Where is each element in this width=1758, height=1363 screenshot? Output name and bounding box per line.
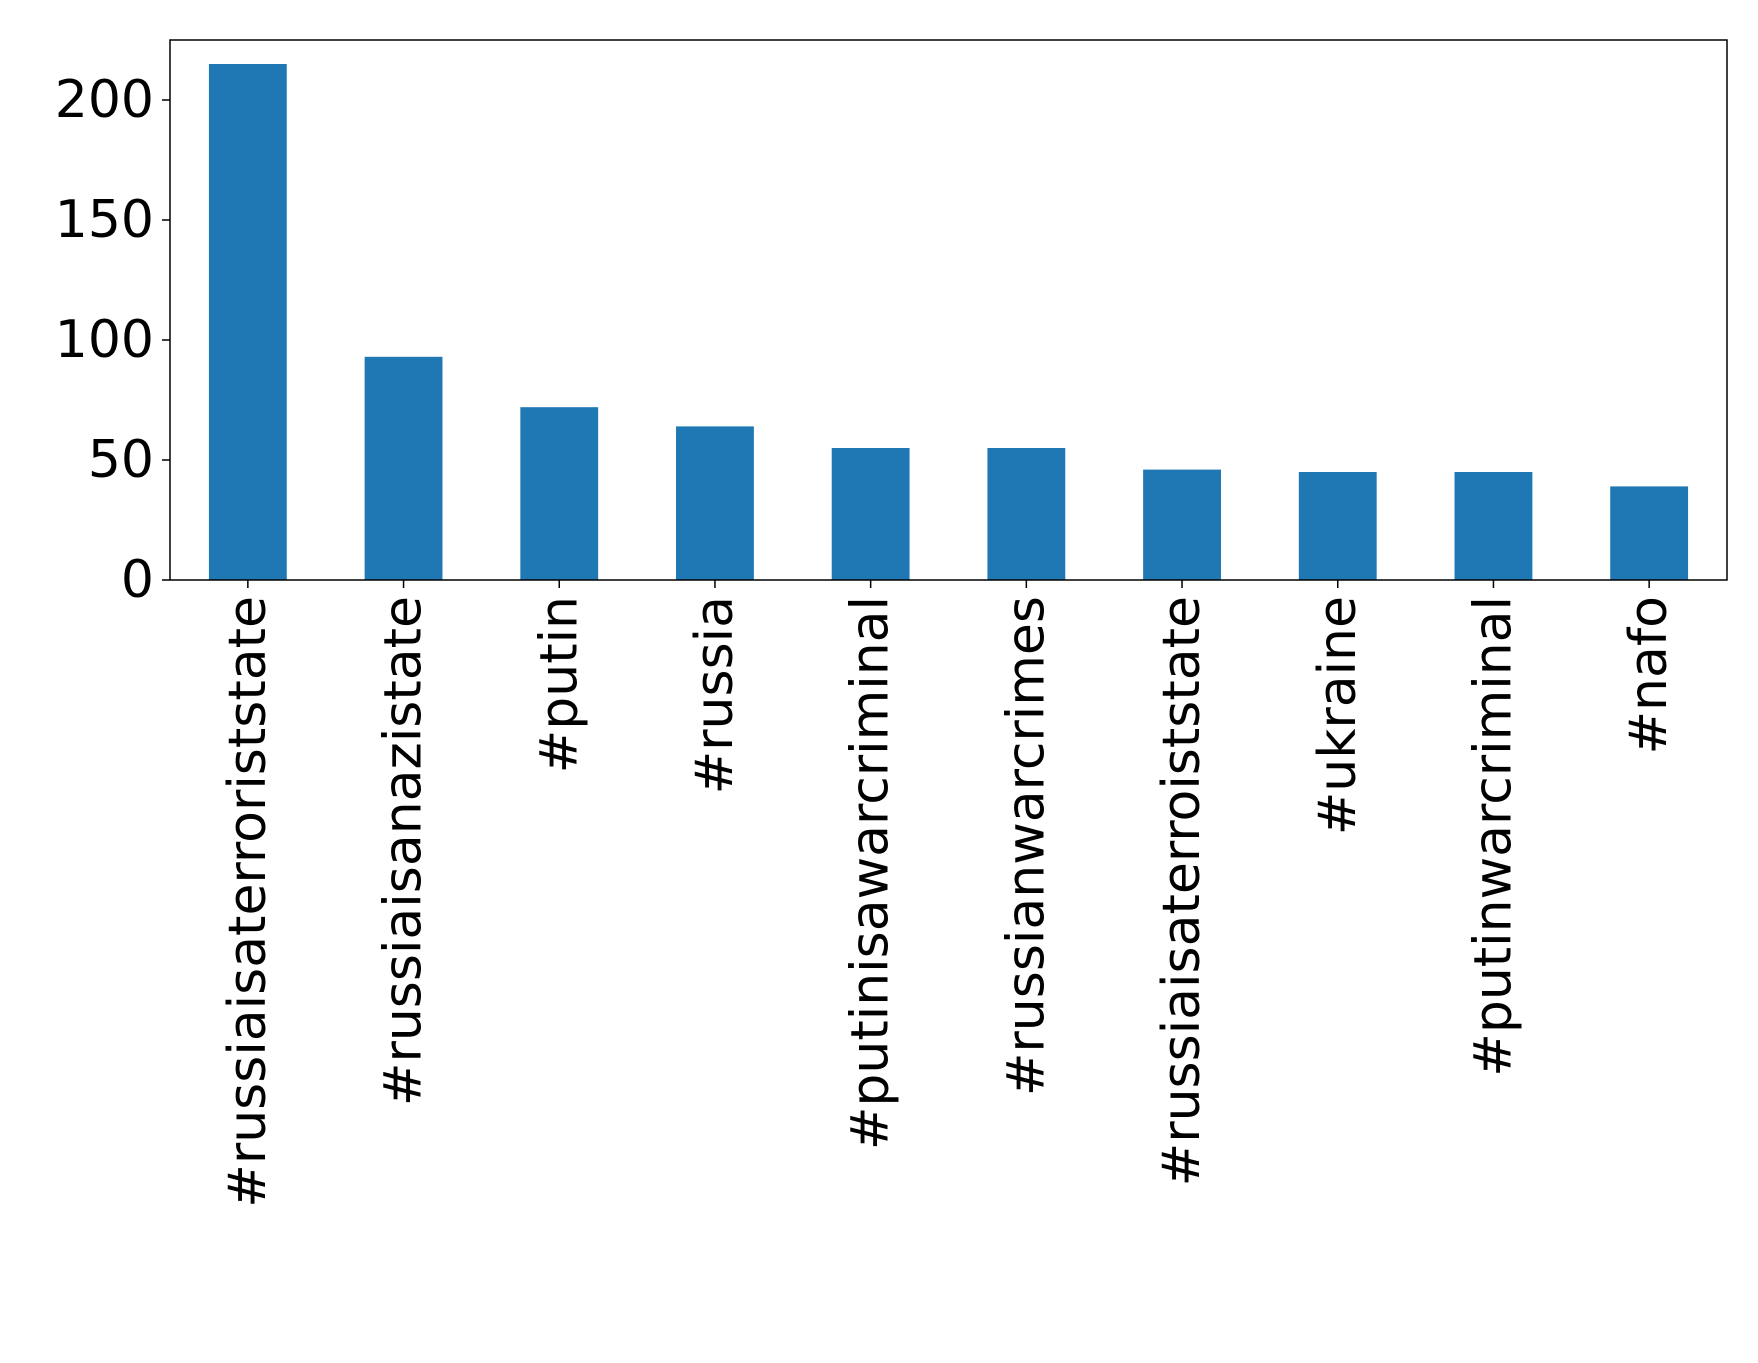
x-tick-label: #nafo xyxy=(1619,596,1679,755)
bar-putinwarcriminal xyxy=(1454,472,1533,580)
bar-russianwarcrimes xyxy=(987,448,1066,580)
bar-russiaisaterroiststate xyxy=(1143,469,1221,580)
x-tick-label: #putinwarcriminal xyxy=(1463,596,1523,1077)
bar-russiaisanazistate xyxy=(364,356,443,580)
x-tick-label: #russianwarcrimes xyxy=(996,596,1056,1096)
x-tick-label: #russiaisaterroiststate xyxy=(1152,596,1212,1186)
bar-nafo xyxy=(1610,486,1689,580)
y-tick-label: 200 xyxy=(55,70,154,130)
y-tick-label: 50 xyxy=(88,430,154,490)
x-tick-label: #putinisawarcriminal xyxy=(841,596,901,1150)
y-tick-label: 150 xyxy=(55,190,154,250)
y-tick-label: 100 xyxy=(55,310,154,370)
bars-group xyxy=(208,64,1689,580)
x-tick-label: #russiaisaterroriststate xyxy=(218,596,278,1208)
x-tick-label: #putin xyxy=(529,596,589,773)
bar-ukraine xyxy=(1298,472,1377,580)
bar-putin xyxy=(520,407,599,580)
x-axis: #russiaisaterroriststate #russiaisanazist… xyxy=(218,580,1679,1208)
y-tick-label: 0 xyxy=(121,550,154,610)
bar-putinisawarcriminal xyxy=(831,448,910,580)
y-axis: 0 50 100 150 200 xyxy=(55,70,170,610)
x-tick-label: #russiaisanazistate xyxy=(374,596,434,1106)
plot-frame xyxy=(169,39,1728,581)
x-tick-label: #russia xyxy=(685,596,745,794)
bar-russiaisaterroriststate xyxy=(208,64,287,580)
x-tick-label: #ukraine xyxy=(1308,596,1368,835)
bar-russia xyxy=(676,426,754,580)
